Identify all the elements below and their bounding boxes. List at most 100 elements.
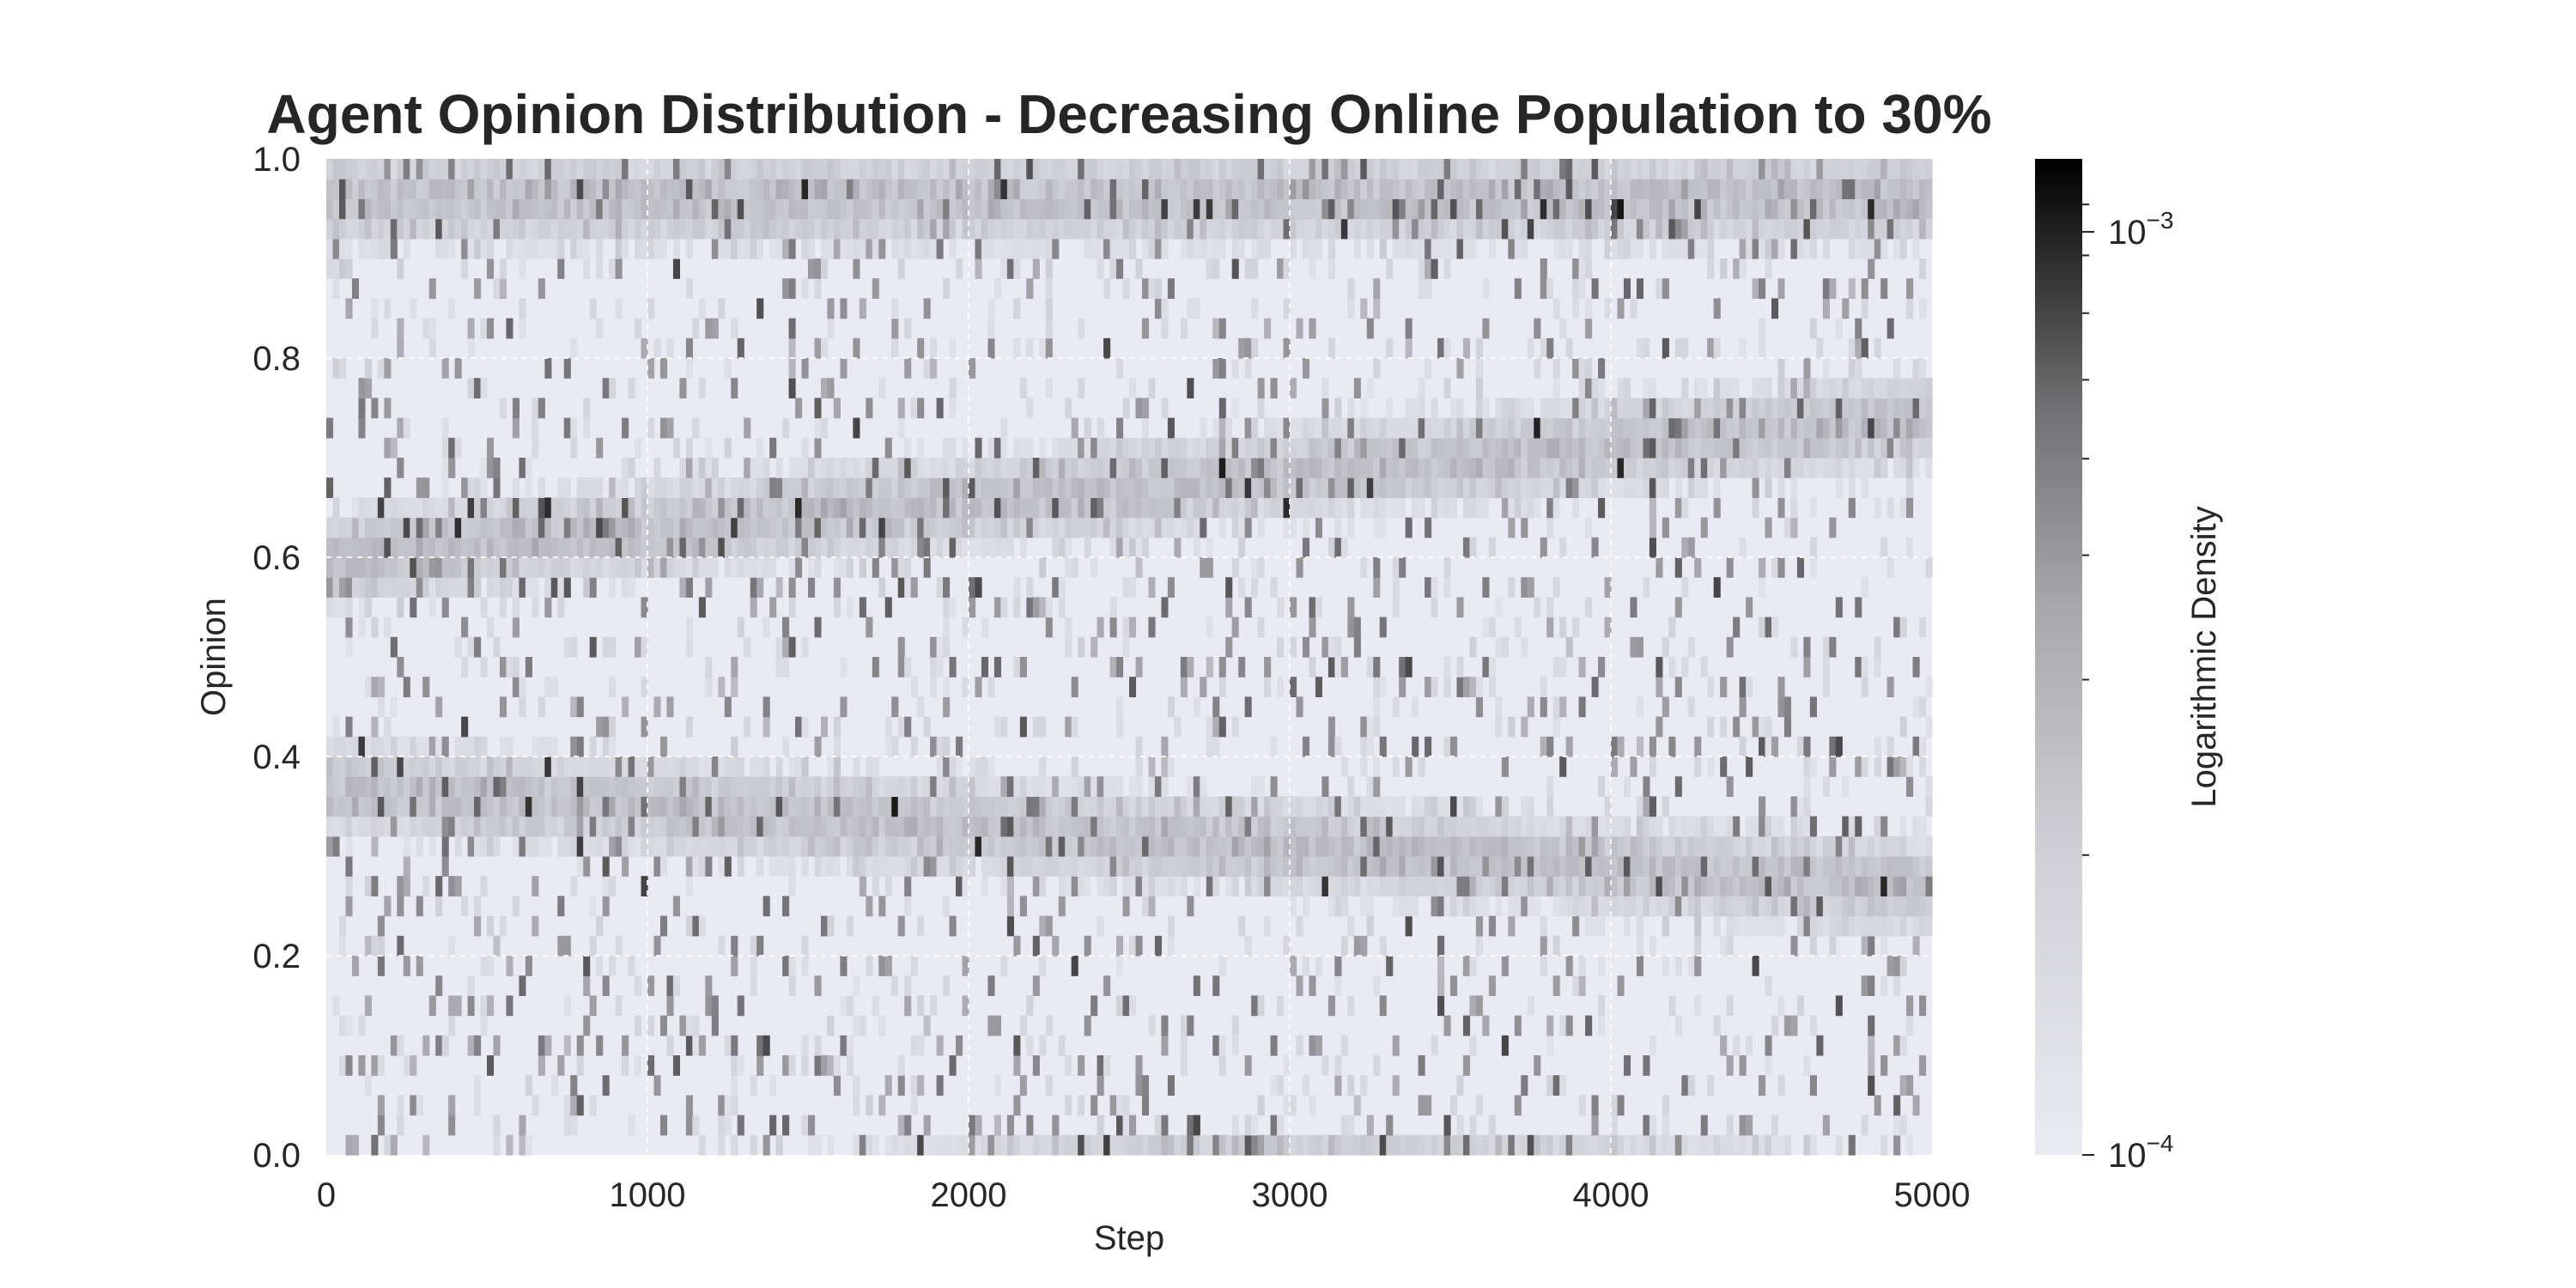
- heatmap-cell: [1045, 597, 1053, 618]
- heatmap-cell: [1521, 796, 1528, 817]
- heatmap-cell: [1488, 477, 1496, 498]
- heatmap-cell: [1746, 816, 1753, 837]
- heatmap-cell: [1617, 159, 1625, 179]
- heatmap-cell: [1340, 1035, 1348, 1056]
- heatmap-cell: [827, 458, 835, 478]
- heatmap-cell: [1450, 816, 1458, 837]
- heatmap-cell: [1475, 896, 1483, 917]
- heatmap-cell: [512, 796, 519, 817]
- heatmap-cell: [1084, 458, 1091, 478]
- heatmap-cell: [1386, 179, 1394, 199]
- heatmap-cell: [1309, 597, 1316, 618]
- heatmap-cell: [1206, 716, 1213, 738]
- heatmap-cell: [846, 776, 854, 797]
- heatmap-cell: [1277, 159, 1285, 179]
- heatmap-cell: [384, 298, 392, 319]
- heatmap-cell: [1643, 856, 1650, 877]
- heatmap-cell: [1720, 835, 1728, 857]
- heatmap-cell: [1347, 417, 1355, 439]
- heatmap-cell: [993, 1075, 1001, 1096]
- heatmap-cell: [583, 417, 591, 439]
- heatmap-cell: [724, 816, 732, 837]
- heatmap-cell: [1277, 218, 1285, 240]
- heatmap-cell: [1662, 956, 1669, 976]
- heatmap-cell: [596, 816, 604, 837]
- heatmap-cell: [1251, 796, 1259, 817]
- heatmap-cell: [692, 198, 700, 220]
- heatmap-cell: [499, 915, 507, 937]
- heatmap-cell: [1386, 198, 1394, 220]
- heatmap-cell: [795, 477, 803, 498]
- heatmap-cell: [474, 477, 482, 498]
- heatmap-cell: [1264, 218, 1272, 240]
- heatmap-cell: [685, 1115, 693, 1136]
- heatmap-cell: [814, 517, 822, 538]
- heatmap-cell: [1045, 378, 1053, 398]
- heatmap-cell: [1366, 816, 1374, 837]
- heatmap-cell: [1116, 517, 1124, 538]
- heatmap-cell: [602, 776, 610, 797]
- heatmap-cell: [583, 816, 591, 837]
- heatmap-cell: [1572, 298, 1580, 319]
- heatmap-cell: [1462, 458, 1471, 478]
- heatmap-cell: [1052, 179, 1060, 199]
- heatmap-cell: [622, 159, 629, 179]
- heatmap-cell: [1032, 876, 1040, 896]
- heatmap-cell: [1109, 517, 1117, 538]
- heatmap-cell: [602, 816, 610, 837]
- heatmap-cell: [981, 1134, 989, 1156]
- heatmap-cell: [345, 716, 353, 738]
- heatmap-cell: [519, 975, 526, 996]
- heatmap-cell: [1565, 398, 1573, 419]
- heatmap-cell: [666, 497, 674, 519]
- heatmap-cell: [820, 1055, 829, 1076]
- heatmap-cell: [1071, 198, 1078, 220]
- heatmap-cell: [1720, 716, 1728, 738]
- heatmap-cell: [1726, 1115, 1734, 1136]
- heatmap-cell: [1187, 1134, 1194, 1156]
- heatmap-cell: [1386, 856, 1394, 877]
- heatmap-cell: [1565, 876, 1573, 896]
- heatmap-cell: [403, 557, 410, 578]
- heatmap-cell: [1425, 577, 1432, 598]
- heatmap-cell: [1097, 497, 1104, 519]
- heatmap-cell: [975, 537, 982, 558]
- heatmap-cell: [1643, 337, 1650, 359]
- heatmap-cell: [422, 497, 430, 519]
- heatmap-cell: [969, 517, 976, 538]
- heatmap-cell: [538, 179, 545, 199]
- heatmap-cell: [731, 557, 738, 578]
- heatmap-cell: [679, 796, 687, 817]
- heatmap-cell: [1437, 796, 1445, 817]
- heatmap-cell: [943, 617, 951, 638]
- heatmap-cell: [448, 497, 456, 519]
- heatmap-cell: [872, 159, 879, 179]
- heatmap-cell: [1045, 796, 1053, 817]
- heatmap-cell: [756, 935, 764, 957]
- heatmap-cell: [1251, 198, 1259, 220]
- heatmap-cell: [1071, 517, 1078, 538]
- heatmap-cell: [762, 756, 770, 777]
- heatmap-cell: [672, 975, 680, 996]
- heatmap-cell: [1290, 896, 1297, 917]
- heatmap-cell: [1290, 477, 1297, 498]
- heatmap-cell: [1565, 238, 1573, 259]
- heatmap-cell: [1148, 835, 1156, 857]
- heatmap-cell: [1154, 1134, 1162, 1156]
- heatmap-cell: [576, 517, 584, 538]
- heatmap-cell: [332, 218, 340, 240]
- heatmap-cell: [1694, 736, 1702, 757]
- heatmap-cell: [1508, 517, 1516, 538]
- heatmap-cell: [435, 975, 443, 996]
- heatmap-cell: [1058, 537, 1066, 558]
- heatmap-cell: [820, 378, 829, 398]
- heatmap-cell: [1674, 557, 1682, 578]
- heatmap-cell: [1726, 995, 1734, 1017]
- heatmap-cell: [1302, 636, 1310, 658]
- heatmap-cell: [1200, 198, 1207, 220]
- heatmap-cell: [1726, 218, 1734, 240]
- heatmap-cell: [1231, 517, 1239, 538]
- heatmap-cell: [499, 497, 507, 519]
- heatmap-cell: [609, 636, 617, 658]
- heatmap-cell: [1591, 896, 1599, 917]
